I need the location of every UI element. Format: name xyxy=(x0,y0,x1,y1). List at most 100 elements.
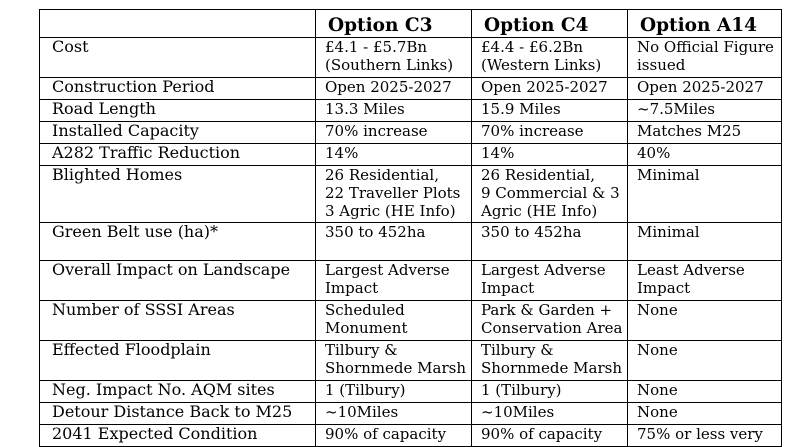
cell-c3: Scheduled Monument xyxy=(315,300,472,341)
cell-line: Monument xyxy=(325,319,408,337)
cell-line: ~10Miles xyxy=(481,403,555,422)
cell-c4: 15.9 Miles xyxy=(471,99,628,122)
cell-a14: 40% xyxy=(627,143,782,166)
table-row: 2041 Expected Condition 90% of capacity 90… xyxy=(39,424,782,447)
cell-a14: Open 2025-2027 xyxy=(627,77,782,100)
cell-line: Impact xyxy=(637,279,691,297)
table-row: Green Belt use (ha)* 350 to 452ha 350 to 4… xyxy=(39,222,782,261)
cell-line: Open 2025-2027 xyxy=(325,78,452,97)
cell-line: (Western Links) xyxy=(481,56,602,74)
cell-line: issued xyxy=(637,56,686,74)
cell-c3: 13.3 Miles xyxy=(315,99,472,122)
row-label: Effected Floodplain xyxy=(39,340,316,381)
table-row: Road Length 13.3 Miles 15.9 Miles ~7.5Miles xyxy=(39,99,782,122)
cell-c4: 1 (Tilbury) xyxy=(471,380,628,403)
cell-a14: Matches M25 xyxy=(627,121,782,144)
cell-line: 14% xyxy=(325,144,359,163)
cell-line: Shornmede Marsh xyxy=(481,359,622,377)
cell-line: Park & Garden + xyxy=(481,301,613,320)
cell-line: 26 Residential, xyxy=(481,166,595,185)
cell-line: 70% increase xyxy=(481,122,584,141)
cell-line: Minimal xyxy=(637,166,700,185)
table-row: Neg. Impact No. AQM sites 1 (Tilbury) 1 (T… xyxy=(39,380,782,403)
cell-c4: Tilbury & Shornmede Marsh xyxy=(471,340,628,381)
cell-c4: Park & Garden + Conservation Area xyxy=(471,300,628,341)
cell-c4: Largest Adverse Impact xyxy=(471,260,628,301)
cell-line: None xyxy=(637,301,678,320)
comparison-table: Option C3 Option C4 Option A14 Cost £4.1 … xyxy=(39,9,782,447)
cell-line: ~10Miles xyxy=(325,403,399,422)
row-label: A282 Traffic Reduction xyxy=(39,143,316,166)
header-option-c3: Option C3 xyxy=(315,9,472,38)
cell-a14: ~7.5Miles xyxy=(627,99,782,122)
cell-a14: Least Adverse Impact xyxy=(627,260,782,301)
cell-line: Matches M25 xyxy=(637,122,742,141)
header-option-a14: Option A14 xyxy=(627,9,782,38)
cell-line: Scheduled xyxy=(325,301,405,320)
table-row: Blighted Homes 26 Residential, 22 Travelle… xyxy=(39,165,782,223)
row-label: Installed Capacity xyxy=(39,121,316,144)
cell-line: 22 Traveller Plots xyxy=(325,184,461,202)
cell-a14: No Official Figure issued xyxy=(627,37,782,78)
cell-line: 9 Commercial & 3 xyxy=(481,184,620,202)
cell-c3: Open 2025-2027 xyxy=(315,77,472,100)
cell-c3: 14% xyxy=(315,143,472,166)
cell-line: 350 to 452ha xyxy=(481,223,582,242)
cell-c3: 1 (Tilbury) xyxy=(315,380,472,403)
table-row: Effected Floodplain Tilbury & Shornmede Ma… xyxy=(39,340,782,381)
header-option-c4: Option C4 xyxy=(471,9,628,38)
cell-line: Tilbury & xyxy=(325,341,398,360)
cell-line: 3 Agric (HE Info) xyxy=(325,202,456,220)
row-label: Neg. Impact No. AQM sites xyxy=(39,380,316,403)
header-row: Option C3 Option C4 Option A14 xyxy=(39,9,782,38)
cell-line: £4.4 - £6.2Bn xyxy=(481,38,584,57)
cell-c4: 90% of capacity xyxy=(471,424,628,447)
cell-line: ~7.5Miles xyxy=(637,100,715,119)
cell-line: Largest Adverse xyxy=(481,261,606,280)
cell-line: Open 2025-2027 xyxy=(481,78,608,97)
cell-a14: 75% or less very xyxy=(627,424,782,447)
cell-c4: 350 to 452ha xyxy=(471,222,628,261)
cell-c3: 26 Residential, 22 Traveller Plots 3 Agric… xyxy=(315,165,472,223)
cell-line: No Official Figure xyxy=(637,38,774,57)
cell-line: 15.9 Miles xyxy=(481,100,561,119)
cell-line: 1 (Tilbury) xyxy=(481,381,562,400)
row-label: 2041 Expected Condition xyxy=(39,424,316,447)
row-label: Cost xyxy=(39,37,316,78)
cell-a14: None xyxy=(627,402,782,425)
cell-line: 350 to 452ha xyxy=(325,223,426,242)
cell-c3: 350 to 452ha xyxy=(315,222,472,261)
cell-a14: Minimal xyxy=(627,222,782,261)
table-row: Overall Impact on Landscape Largest Adver… xyxy=(39,260,782,301)
row-label: Number of SSSI Areas xyxy=(39,300,316,341)
cell-c3: ~10Miles xyxy=(315,402,472,425)
cell-c3: 90% of capacity xyxy=(315,424,472,447)
table-row: Installed Capacity 70% increase 70% increa… xyxy=(39,121,782,144)
row-label: Overall Impact on Landscape xyxy=(39,260,316,301)
cell-c3: £4.1 - £5.7Bn (Southern Links) xyxy=(315,37,472,78)
cell-c4: Open 2025-2027 xyxy=(471,77,628,100)
cell-c4: 14% xyxy=(471,143,628,166)
cell-line: 26 Residential, xyxy=(325,166,439,185)
cell-line: 13.3 Miles xyxy=(325,100,405,119)
cell-c3: Tilbury & Shornmede Marsh xyxy=(315,340,472,381)
cell-line: Open 2025-2027 xyxy=(637,78,764,97)
cell-line: 90% of capacity xyxy=(481,425,603,444)
cell-line: £4.1 - £5.7Bn xyxy=(325,38,428,57)
header-blank xyxy=(39,9,316,38)
cell-c3: 70% increase xyxy=(315,121,472,144)
cell-line: 75% or less very xyxy=(637,425,763,444)
table-row: A282 Traffic Reduction 14% 14% 40% xyxy=(39,143,782,166)
row-label: Detour Distance Back to M25 xyxy=(39,402,316,425)
table-row: Detour Distance Back to M25 ~10Miles ~10Mi… xyxy=(39,402,782,425)
cell-line: Largest Adverse xyxy=(325,261,450,280)
cell-line: Shornmede Marsh xyxy=(325,359,466,377)
row-label: Road Length xyxy=(39,99,316,122)
table-row: Cost £4.1 - £5.7Bn (Southern Links) £4.4 - … xyxy=(39,37,782,78)
cell-a14: Minimal xyxy=(627,165,782,223)
cell-line: 14% xyxy=(481,144,515,163)
cell-a14: None xyxy=(627,380,782,403)
table-body: Cost £4.1 - £5.7Bn (Southern Links) £4.4 - … xyxy=(39,37,782,447)
cell-line: None xyxy=(637,341,678,360)
cell-line: (Southern Links) xyxy=(325,56,454,74)
